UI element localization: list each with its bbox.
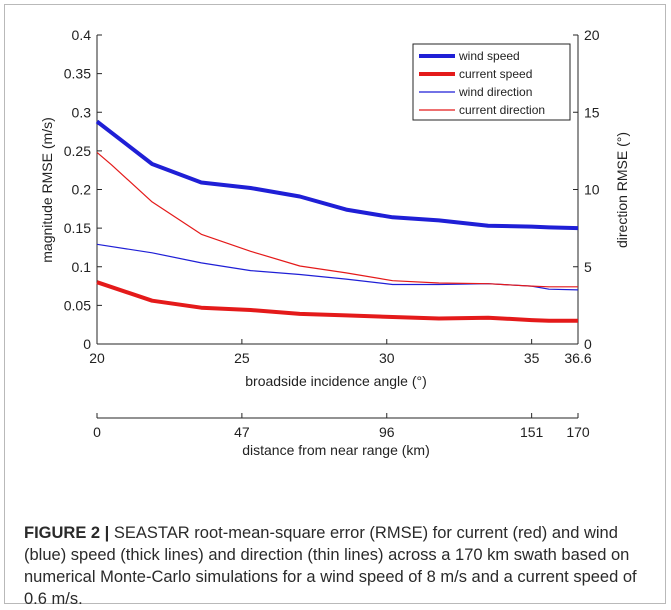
y-tick-label: 0.25 [64,143,91,159]
distance-tick-label: 96 [379,424,395,440]
series-line-current-speed [96,280,578,323]
x-tick-label: 36.6 [564,350,591,366]
y2-tick-label: 10 [584,182,600,198]
y2-tick-label: 0 [584,336,592,352]
legend-label-wind-speed: wind speed [458,49,520,63]
y2-axis-label: direction RMSE (°) [614,132,630,248]
x-tick-label: 30 [379,350,395,366]
y-tick-label: 0.3 [72,104,92,120]
figure-panel [4,4,666,604]
chart: 0 0.05 0.1 0.15 0.2 0.25 0.3 0.35 0.4 0 5 10 15 20 20 2… [39,27,630,458]
y2-tick-label: 20 [584,27,600,43]
distance-tick-label: 47 [234,424,250,440]
distance-tick-label: 151 [520,424,544,440]
caption-label: FIGURE 2 | [24,524,110,542]
y2-tick-label: 15 [584,104,600,120]
series-line-wind-direction [96,243,579,291]
y-tick-label: 0.35 [64,66,91,82]
legend-label-wind-direction: wind direction [458,85,532,99]
distance-axis-label: distance from near range (km) [242,442,430,458]
series-layer [95,119,579,323]
x-axis-label: broadside incidence angle (°) [245,373,427,389]
legend-label-current-speed: current speed [459,67,532,81]
y2-tick-label: 5 [584,259,592,275]
x-tick-label: 35 [524,350,540,366]
y-axis-label: magnitude RMSE (m/s) [39,117,55,262]
y-tick-label: 0 [83,336,91,352]
figure-caption: FIGURE 2 | SEASTAR root-mean-square erro… [24,522,654,610]
y-tick-label: 0.15 [64,220,91,236]
series-line-wind-speed [95,119,579,231]
x-tick-label: 20 [89,350,105,366]
y-tick-label: 0.05 [64,297,91,313]
distance-tick-label: 0 [93,424,101,440]
legend-label-current-direction: current direction [459,103,545,117]
y-tick-label: 0.1 [72,259,92,275]
x-tick-label: 25 [234,350,250,366]
distance-tick-label: 170 [566,424,590,440]
series-line-current-direction [96,151,578,288]
caption-text: SEASTAR root-mean-square error (RMSE) fo… [24,524,637,608]
axes: 0 0.05 0.1 0.15 0.2 0.25 0.3 0.35 0.4 0 5 10 15 20 20 2… [64,27,600,440]
y-tick-label: 0.4 [72,27,92,43]
legend: wind speed current speed wind direction cur… [412,43,571,121]
y-tick-label: 0.2 [72,182,92,198]
